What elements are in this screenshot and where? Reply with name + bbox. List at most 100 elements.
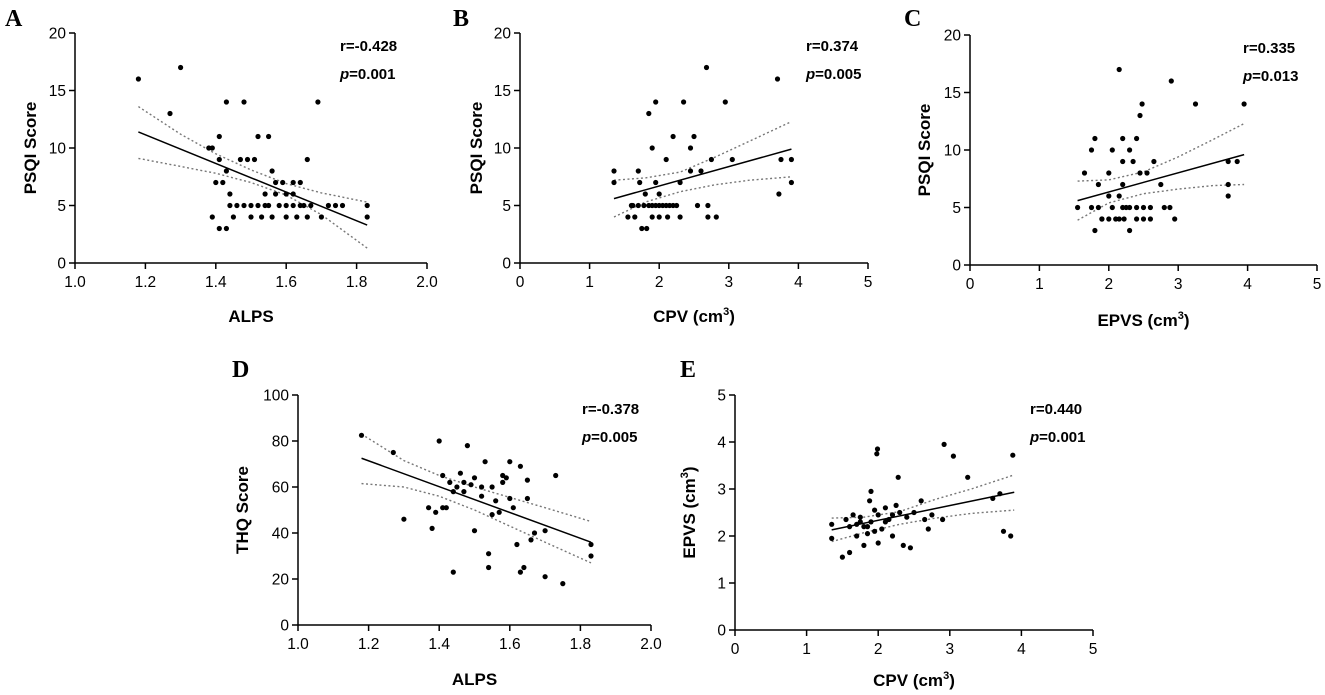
data-point [269, 214, 275, 220]
data-point [259, 214, 265, 220]
data-point [918, 498, 924, 504]
data-point [1095, 204, 1101, 211]
data-point [864, 524, 871, 530]
data-point [1225, 193, 1231, 199]
data-point [911, 509, 917, 516]
data-point [227, 191, 233, 197]
data-point [868, 519, 874, 525]
data-point [1167, 204, 1173, 211]
data-point [635, 202, 641, 209]
data-point [315, 99, 321, 105]
data-point [234, 202, 240, 209]
data-point [489, 511, 495, 518]
y-tick-label: 5 [717, 388, 726, 405]
data-point [209, 214, 215, 220]
data-point [774, 76, 781, 82]
y-tick-label: 15 [944, 85, 961, 102]
data-point [875, 512, 881, 518]
data-point [897, 509, 903, 516]
data-point [283, 214, 289, 220]
data-point [304, 156, 310, 163]
data-point [691, 133, 697, 140]
regression-line [361, 457, 592, 543]
data-point [649, 145, 655, 151]
data-point [642, 191, 648, 197]
data-point [167, 110, 173, 117]
regression-line [613, 148, 792, 200]
data-point [588, 541, 594, 548]
ci-upper-line [831, 474, 1015, 519]
y-tick-label: 0 [952, 258, 961, 275]
data-point [677, 214, 683, 220]
chart-panel-d: D 1.0 1.2 1.4 1.6 1.8 2.0 0 20 40 60 80 100 ALPS THQ S… [232, 357, 662, 689]
data-point [641, 202, 647, 209]
data-point [1241, 101, 1247, 107]
data-point [649, 214, 655, 220]
data-point [524, 495, 531, 502]
data-point [1092, 135, 1098, 142]
data-point [216, 133, 222, 140]
data-point [486, 551, 492, 557]
data-point [241, 202, 247, 209]
x-tick-label: 4 [794, 274, 803, 291]
chart-panel-c: C 0 1 2 3 4 5 0 5 10 15 20 EPVS (cm3) PSQI Score r=0.3… [904, 6, 1321, 330]
data-point [358, 432, 365, 438]
data-point [507, 495, 513, 502]
data-point [874, 451, 880, 457]
data-point [850, 512, 856, 518]
data-point [255, 202, 261, 209]
y-axis-title: PSQI Score [915, 104, 934, 197]
y-tick-label: 5 [57, 198, 66, 215]
data-point [639, 225, 645, 232]
data-point [290, 191, 296, 197]
data-point [705, 202, 711, 209]
data-point [471, 528, 478, 534]
data-point [1140, 216, 1147, 222]
data-point [517, 463, 524, 469]
data-point [531, 530, 538, 536]
data-point [542, 574, 548, 580]
y-tick-label: 20 [49, 26, 67, 43]
data-point [489, 484, 495, 490]
data-point [854, 521, 860, 527]
x-tick-label: 0 [731, 641, 740, 658]
data-point [440, 505, 446, 511]
data-point [1116, 193, 1122, 199]
data-point [722, 99, 728, 105]
data-point [401, 516, 407, 522]
chart-panel-a: A 1.0 1.2 1.4 1.6 1.8 2.0 0 5 10 15 20 ALPS PSQI Scor… [5, 6, 438, 326]
data-point [332, 202, 339, 209]
data-point [213, 179, 219, 186]
data-point [1088, 204, 1095, 211]
data-point [941, 441, 947, 447]
x-tick-label: 1.8 [570, 636, 592, 653]
data-point [1106, 216, 1112, 222]
data-point [276, 202, 282, 209]
data-point [1130, 158, 1136, 165]
data-point [1008, 533, 1014, 539]
data-point [965, 474, 971, 480]
data-point [294, 214, 300, 220]
data-point [1116, 216, 1122, 222]
x-tick-label: 1 [802, 641, 811, 658]
data-point [524, 477, 531, 483]
data-point [482, 459, 488, 465]
data-point [290, 179, 296, 186]
data-point [262, 191, 268, 197]
panel-letter: C [904, 6, 921, 32]
data-point [925, 526, 931, 532]
regression-line [1077, 153, 1245, 202]
ci-upper-line [361, 433, 592, 523]
ci-upper-line [613, 120, 792, 181]
data-point [1075, 204, 1081, 211]
y-tick-label: 20 [272, 572, 290, 589]
data-point [1109, 204, 1115, 211]
data-point [216, 156, 222, 163]
data-point [248, 202, 254, 209]
ci-lower-line [138, 157, 368, 249]
y-tick-label: 5 [502, 198, 511, 215]
data-point [1120, 181, 1126, 188]
data-point [457, 470, 463, 476]
data-point [864, 531, 871, 537]
x-tick-label: 0 [516, 274, 525, 291]
